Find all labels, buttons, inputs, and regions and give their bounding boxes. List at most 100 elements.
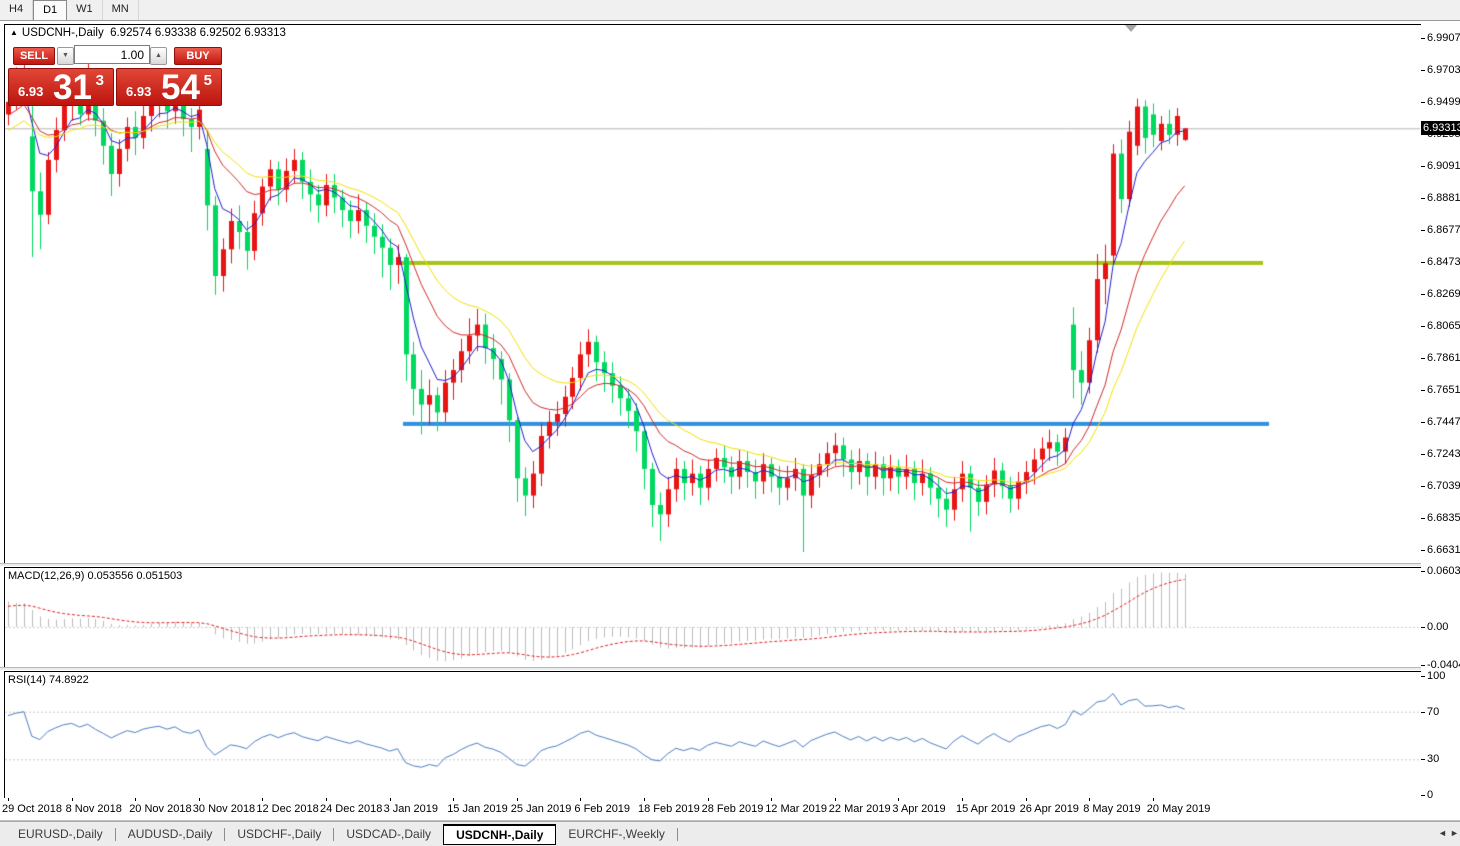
date-axis-label: 28 Feb 2019 [701, 803, 764, 815]
date-axis-label: 3 Apr 2019 [892, 803, 946, 815]
axis-tick [1421, 711, 1425, 713]
axis-tick [1421, 230, 1425, 231]
sell-price-big: 31 [53, 68, 92, 107]
timeframe-tab-w1[interactable]: W1 [67, 0, 103, 20]
macd-chart [5, 568, 1420, 666]
macd-label: MACD(12,26,9) 0.053556 0.051503 [8, 570, 183, 582]
price-axis-label: 6.99070 [1427, 32, 1460, 44]
timeframe-tab-d1[interactable]: D1 [33, 0, 68, 20]
chart-tab-usdchfdaily[interactable]: USDCHF-,Daily [237, 827, 322, 841]
date-tick [389, 798, 391, 801]
axis-tick [1421, 676, 1425, 677]
price-axis-label: 6.97030 [1427, 64, 1460, 76]
price-axis-label: 6.82690 [1427, 288, 1460, 300]
ohlc-readout: 6.92574 6.93338 6.92502 6.93313 [110, 27, 286, 39]
axis-tick [1421, 627, 1425, 628]
price-axis[interactable]: 6.990706.970306.949906.929506.909106.888… [1421, 24, 1460, 801]
macd-axis-label: 0.00 [1427, 621, 1449, 633]
divider [0, 820, 1460, 821]
rsi-label: RSI(14) 74.8922 [8, 674, 89, 686]
axis-tick [1421, 326, 1425, 327]
date-tick [1025, 798, 1027, 801]
tab-separator [676, 827, 678, 841]
price-axis-label: 6.76510 [1427, 384, 1460, 396]
timeframe-tab-mn[interactable]: MN [103, 0, 139, 20]
sell-price-small: 6.93 [18, 84, 44, 99]
axis-tick [1421, 166, 1425, 167]
axis-tick [1421, 759, 1425, 761]
date-axis-label: 3 Jan 2019 [383, 803, 439, 815]
date-tick [516, 798, 518, 801]
date-axis[interactable]: 29 Oct 2018 8 Nov 2018 20 Nov 2018 30 Nov 2… [0, 798, 1460, 820]
sell-button[interactable]: SELL [13, 47, 55, 65]
date-axis-label: 12 Dec 2018 [256, 803, 319, 815]
date-tick [198, 798, 200, 801]
timeframe-tab-h4[interactable]: H4 [0, 0, 34, 20]
price-axis-label: 6.88810 [1427, 192, 1460, 204]
volume-increase-button[interactable]: ▲ [150, 47, 167, 65]
date-axis-label: 26 Apr 2019 [1019, 803, 1079, 815]
candlestick-chart[interactable] [5, 25, 1420, 562]
buy-button[interactable]: BUY [174, 47, 222, 65]
sell-price-sup: 3 [95, 72, 104, 89]
date-tick [580, 798, 582, 801]
current-price-badge: 6.93313 [1421, 121, 1460, 136]
axis-tick [1421, 664, 1425, 666]
price-axis-label: 6.84730 [1427, 256, 1460, 268]
rsi-axis-label: 30 [1427, 753, 1440, 766]
chart-tabs-bar: EURUSD-,Daily AUDUSD-,Daily USDCHF-,Daily U… [0, 821, 1460, 846]
collapse-panel-icon[interactable]: ▲ [10, 28, 18, 37]
rsi-pane[interactable] [4, 671, 1423, 800]
price-axis-label: 6.70390 [1427, 480, 1460, 492]
price-axis-label: 6.78610 [1427, 352, 1460, 364]
pane-splitter[interactable] [0, 563, 1460, 567]
date-tick [453, 798, 455, 801]
date-axis-label: 22 Mar 2019 [828, 803, 891, 815]
axis-tick [1421, 570, 1425, 572]
axis-tick [1421, 454, 1425, 455]
date-axis-label: 8 May 2019 [1083, 803, 1141, 815]
chart-tab-audusddaily[interactable]: AUDUSD-,Daily [127, 827, 213, 841]
axis-tick [1421, 294, 1425, 295]
buy-price-panel[interactable]: 6.93 54 5 [116, 68, 222, 107]
chart-shift-marker-icon[interactable] [1125, 25, 1137, 32]
tabs-scroll-right-icon[interactable]: ► [1450, 828, 1459, 838]
chart-tab-eurusddaily[interactable]: EURUSD-,Daily [18, 827, 103, 841]
date-axis-label: 20 Nov 2018 [129, 803, 192, 815]
rsi-axis-label: 0 [1427, 789, 1434, 801]
date-axis-label: 15 Jan 2019 [447, 803, 508, 815]
chart-tab-eurchfweekly[interactable]: EURCHF-,Weekly [568, 827, 665, 841]
symbol-title: USDCNH-,Daily [21, 27, 104, 39]
arrow-up-icon: ▲ [155, 52, 162, 59]
date-axis-label: 12 Mar 2019 [765, 803, 827, 815]
chart-tab-usdcnhdaily[interactable]: USDCNH-,Daily [443, 823, 557, 845]
tab-separator [333, 827, 335, 841]
macd-pane[interactable] [4, 567, 1423, 669]
axis-tick [1421, 422, 1425, 423]
date-tick [644, 798, 645, 801]
price-axis-label: 6.90910 [1427, 160, 1460, 172]
tab-separator [224, 827, 226, 841]
tab-separator [114, 827, 116, 841]
volume-decrease-button[interactable]: ▼ [57, 47, 74, 65]
date-tick [1152, 798, 1154, 801]
volume-input[interactable]: 1.00 [74, 45, 150, 64]
axis-tick [1421, 518, 1425, 519]
date-axis-label: 24 Dec 2018 [320, 803, 383, 815]
price-axis-label: 6.74470 [1427, 416, 1460, 428]
axis-tick [1421, 70, 1425, 71]
arrow-down-icon: ▼ [62, 52, 69, 59]
date-axis-label: 30 Nov 2018 [192, 803, 256, 815]
price-axis-label: 6.68350 [1427, 512, 1460, 524]
price-axis-label: 6.94990 [1427, 96, 1460, 108]
pane-splitter[interactable] [0, 667, 1460, 671]
price-chart-pane[interactable] [4, 24, 1423, 565]
date-tick [262, 798, 264, 801]
date-axis-label: 6 Feb 2019 [574, 803, 631, 815]
date-axis-label: 8 Nov 2018 [65, 803, 122, 815]
tabs-scroll-left-icon[interactable]: ◄ [1438, 828, 1447, 838]
sell-price-panel[interactable]: 6.93 31 3 [8, 68, 114, 107]
axis-tick [1421, 486, 1425, 487]
chart-tab-usdcaddaily[interactable]: USDCAD-,Daily [346, 827, 432, 841]
